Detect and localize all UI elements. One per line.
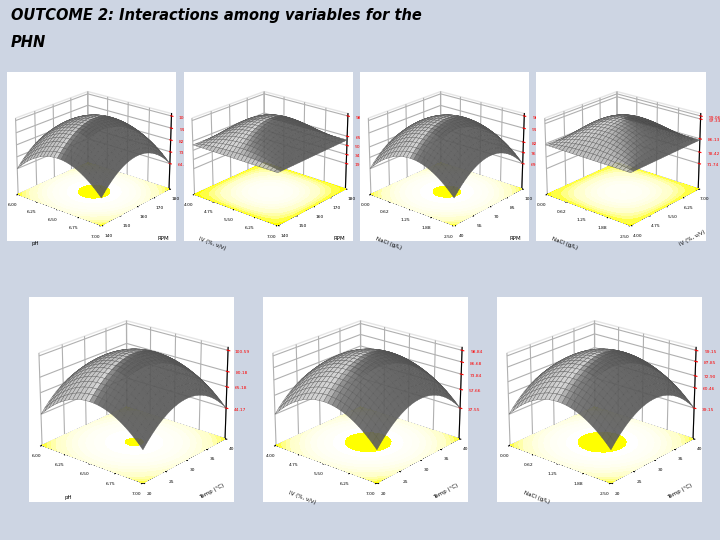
Y-axis label: Temp (°C): Temp (°C) [667,483,693,501]
Y-axis label: Temp (°C): Temp (°C) [433,483,459,501]
X-axis label: pH: pH [32,241,40,246]
X-axis label: NaCl (g/L): NaCl (g/L) [552,237,579,251]
Y-axis label: IV (%, v/v): IV (%, v/v) [678,230,706,247]
Y-axis label: RPM: RPM [333,236,345,241]
X-axis label: pH: pH [65,495,72,500]
Text: PHN: PHN [11,35,46,50]
Y-axis label: RPM: RPM [510,236,521,241]
X-axis label: IV (%, v/v): IV (%, v/v) [288,490,316,505]
Y-axis label: Temp (°C): Temp (°C) [199,483,225,501]
X-axis label: NaCl (g/L): NaCl (g/L) [375,237,402,251]
Text: OUTCOME 2: Interactions among variables for the: OUTCOME 2: Interactions among variables … [11,8,421,23]
Y-axis label: RPM: RPM [157,236,168,241]
X-axis label: IV (%, v/v): IV (%, v/v) [198,236,226,251]
X-axis label: NaCl (g/L): NaCl (g/L) [523,490,550,505]
